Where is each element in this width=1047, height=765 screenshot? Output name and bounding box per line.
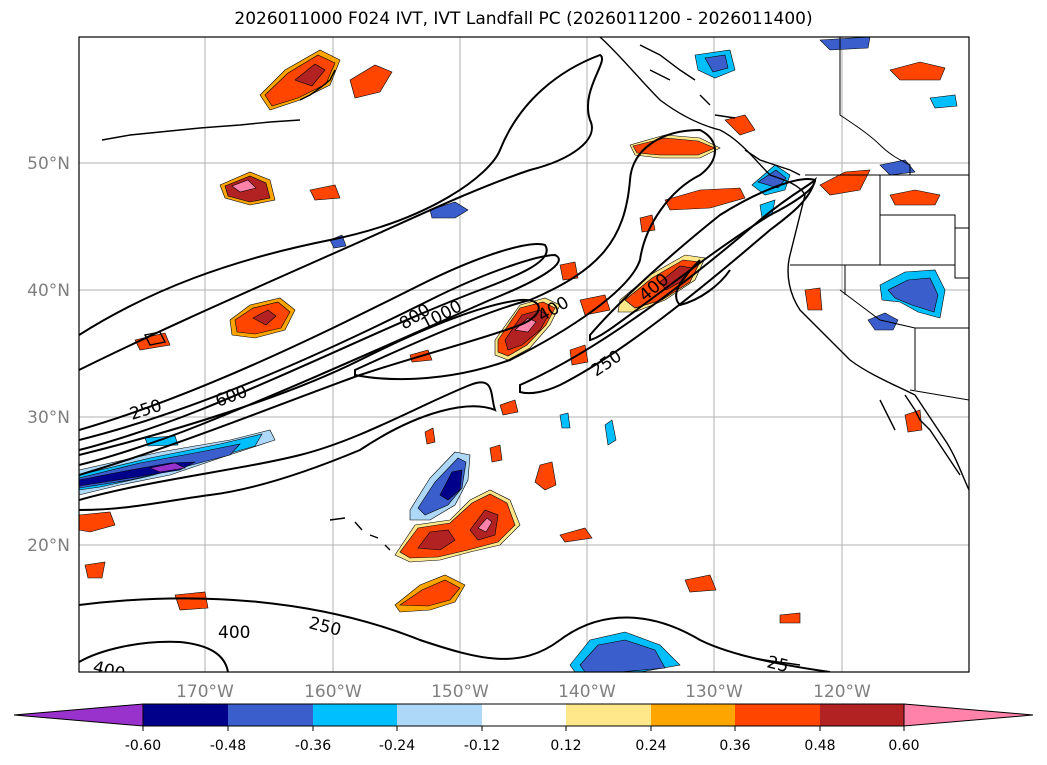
lat-label: 40°N [27,281,70,301]
positive-pc-areas [79,49,946,624]
colorbar-swatch [566,704,651,726]
longitude-labels: 170°W 160°W 150°W 140°W 130°W 120°W [176,682,871,702]
colorbar-tick-label: 0.24 [635,738,666,754]
lon-label: 160°W [304,682,362,702]
lon-label: 140°W [558,682,616,702]
colorbar-swatch [820,704,904,726]
colorbar-tick-label: -0.48 [210,738,246,754]
lon-label: 150°W [431,682,489,702]
colorbar-tick-label: 0.12 [550,738,581,754]
colorbar-tick-label: -0.12 [464,738,500,754]
colorbar-tick-label: 0.48 [804,738,835,754]
ivt-contours [79,53,831,672]
colorbar-swatch [143,704,228,726]
colorbar-tick-label: -0.60 [125,738,161,754]
political-borders [790,37,969,401]
colorbar-swatch [735,704,820,726]
colorbar-swatch [651,704,735,726]
negative-pc-areas [79,37,958,672]
contour-label: 25 [765,652,791,677]
lon-label: 120°W [813,682,871,702]
map-background [79,37,969,672]
lat-label: 20°N [27,536,70,556]
map-frame [78,36,970,673]
colorbar-swatch [482,704,566,726]
colorbar-tick-label: 0.36 [719,738,750,754]
colorbar-swatch [228,704,313,726]
colorbar-swatch [397,704,482,726]
lat-label: 30°N [27,408,70,428]
colorbar-extend-low [13,703,144,727]
lon-label: 170°W [176,682,234,702]
map-title: 2026011000 F024 IVT, IVT Landfall PC (20… [234,9,813,29]
colorbar-swatch [313,704,397,726]
coastlines [101,37,969,666]
colorbar-tick-label: 0.60 [888,738,919,754]
lon-label: 130°W [685,682,743,702]
colorbar-tick-label: -0.36 [295,738,331,754]
gridlines [79,37,969,672]
colorbar-extend-high [903,703,1034,727]
latitude-labels: 50°N 40°N 30°N 20°N [27,154,70,556]
colorbar-tick-label: -0.24 [379,738,415,754]
contour-label: 400 [218,623,250,643]
lat-label: 50°N [27,154,70,174]
colorbar: -0.60 -0.48 -0.36 -0.24 -0.12 0.12 0.24 … [13,703,1034,754]
